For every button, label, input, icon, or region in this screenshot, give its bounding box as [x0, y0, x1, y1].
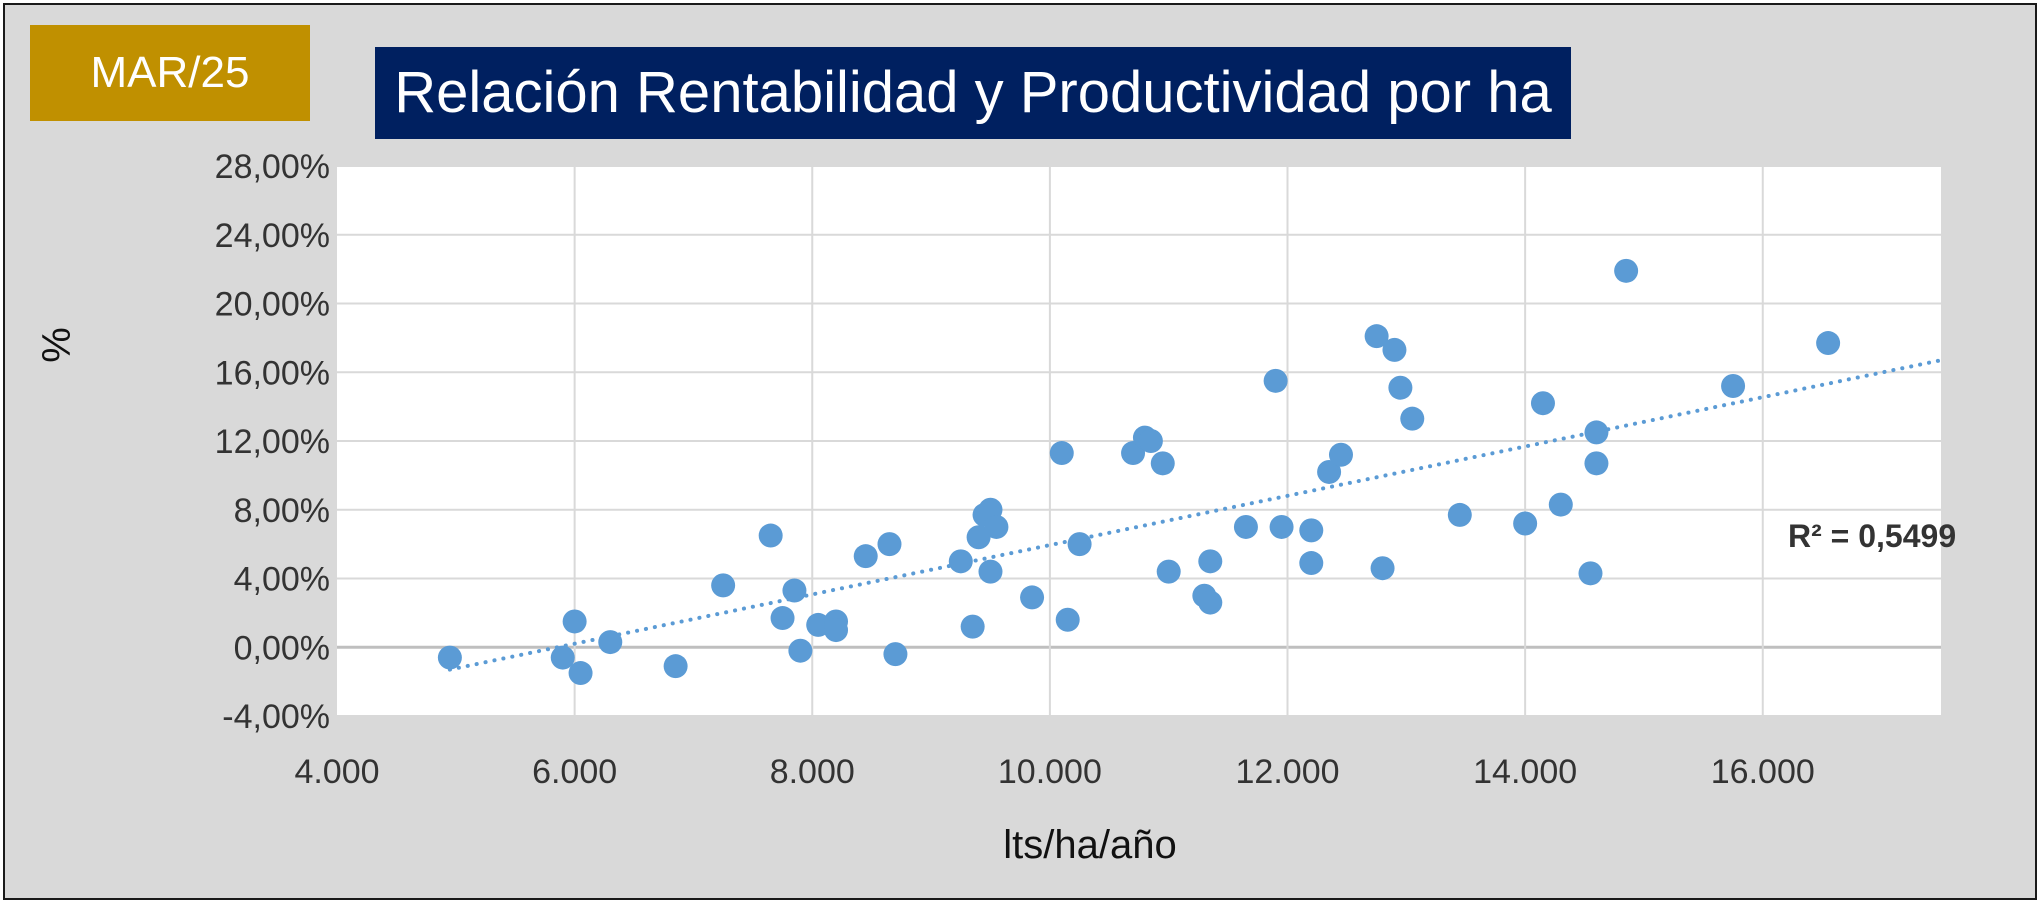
scatter-point — [984, 514, 1009, 539]
x-tick-label: 4.000 — [294, 753, 379, 791]
scatter-point — [1317, 459, 1342, 484]
scatter-point — [1328, 442, 1353, 467]
scatter-point — [1067, 532, 1092, 557]
scatter-point — [663, 654, 688, 679]
scatter-point — [1269, 514, 1294, 539]
x-tick-label: 6.000 — [532, 753, 617, 791]
trendline-group — [447, 358, 1943, 672]
scatter-point — [1721, 374, 1746, 398]
scatter-point — [711, 573, 736, 598]
x-tick-label: 14.000 — [1473, 753, 1577, 791]
scatter-point — [1584, 451, 1609, 476]
scatter-point — [1614, 258, 1639, 283]
y-tick-label: 12,00% — [215, 423, 330, 461]
x-tick-label: 12.000 — [1236, 753, 1340, 791]
x-axis-title: lts/ha/año — [1003, 823, 1176, 867]
scatter-point — [1816, 331, 1841, 356]
x-tick-label: 10.000 — [998, 753, 1102, 791]
scatter-point — [1156, 559, 1181, 584]
scatter-point — [883, 642, 908, 667]
scatter-point — [877, 532, 902, 557]
scatter-point — [1198, 549, 1223, 574]
scatter-point — [1299, 518, 1324, 543]
scatter-point — [1513, 511, 1538, 536]
y-tick-label: 24,00% — [215, 217, 330, 255]
y-tick-label: -4,00% — [222, 698, 330, 736]
y-tick-labels: -4,00% 0,00% 4,00% 8,00% 12,00% 16,00% 20,00% 2… — [215, 148, 330, 736]
scatter-point — [1530, 391, 1555, 416]
x-tick-label: 16.000 — [1711, 753, 1815, 791]
scatter-point — [1263, 368, 1288, 393]
y-tick-label: 4,00% — [234, 561, 330, 599]
scatter-point — [853, 544, 878, 569]
y-tick-label: 20,00% — [215, 286, 330, 324]
scatter-point — [1400, 406, 1425, 431]
scatter-point — [978, 559, 1003, 584]
scatter-point — [1198, 590, 1223, 615]
scatter-point — [1578, 561, 1603, 586]
scatter-point — [562, 609, 587, 634]
scatter-point — [1388, 375, 1413, 400]
scatter-point — [1370, 556, 1395, 581]
scatter-point — [758, 523, 783, 548]
scatter-point — [1364, 324, 1389, 349]
r-squared-label: R² = 0,5499 — [1788, 518, 1956, 554]
scatter-point — [1049, 441, 1074, 466]
grid-lines — [337, 165, 1941, 717]
scatter-point — [437, 645, 462, 670]
scatter-point — [770, 606, 795, 631]
y-tick-label: 0,00% — [234, 629, 330, 667]
data-points — [437, 258, 1841, 686]
scatter-point — [1299, 551, 1324, 576]
y-tick-label: 28,00% — [215, 148, 330, 186]
scatter-point — [948, 549, 973, 574]
x-tick-labels: 4.000 6.000 8.000 10.000 12.000 14.000 16.000 — [294, 753, 1814, 791]
scatter-point — [598, 630, 623, 655]
chart-title: Relación Rentabilidad y Productividad po… — [375, 47, 1571, 139]
y-axis-title: % — [35, 327, 79, 363]
scatter-point — [1233, 514, 1258, 539]
scatter-point — [1447, 502, 1472, 527]
scatter-point — [1055, 607, 1080, 632]
y-tick-label: 8,00% — [234, 492, 330, 530]
scatter-point — [568, 661, 593, 686]
scatter-point — [960, 614, 985, 639]
trendline — [447, 358, 1943, 672]
date-badge: MAR/25 — [30, 25, 310, 121]
scatter-point — [1548, 492, 1573, 517]
scatter-point — [966, 525, 991, 550]
scatter-point — [1020, 585, 1045, 610]
scatter-point — [1382, 337, 1407, 362]
scatter-point — [1584, 420, 1609, 445]
scatter-point — [788, 638, 813, 663]
scatter-point — [824, 618, 849, 643]
scatter-point — [782, 578, 807, 603]
scatter-point — [1138, 429, 1163, 453]
x-tick-label: 8.000 — [770, 753, 855, 791]
y-tick-label: 16,00% — [215, 354, 330, 392]
scatter-point — [550, 645, 575, 670]
scatter-point — [1150, 451, 1175, 476]
